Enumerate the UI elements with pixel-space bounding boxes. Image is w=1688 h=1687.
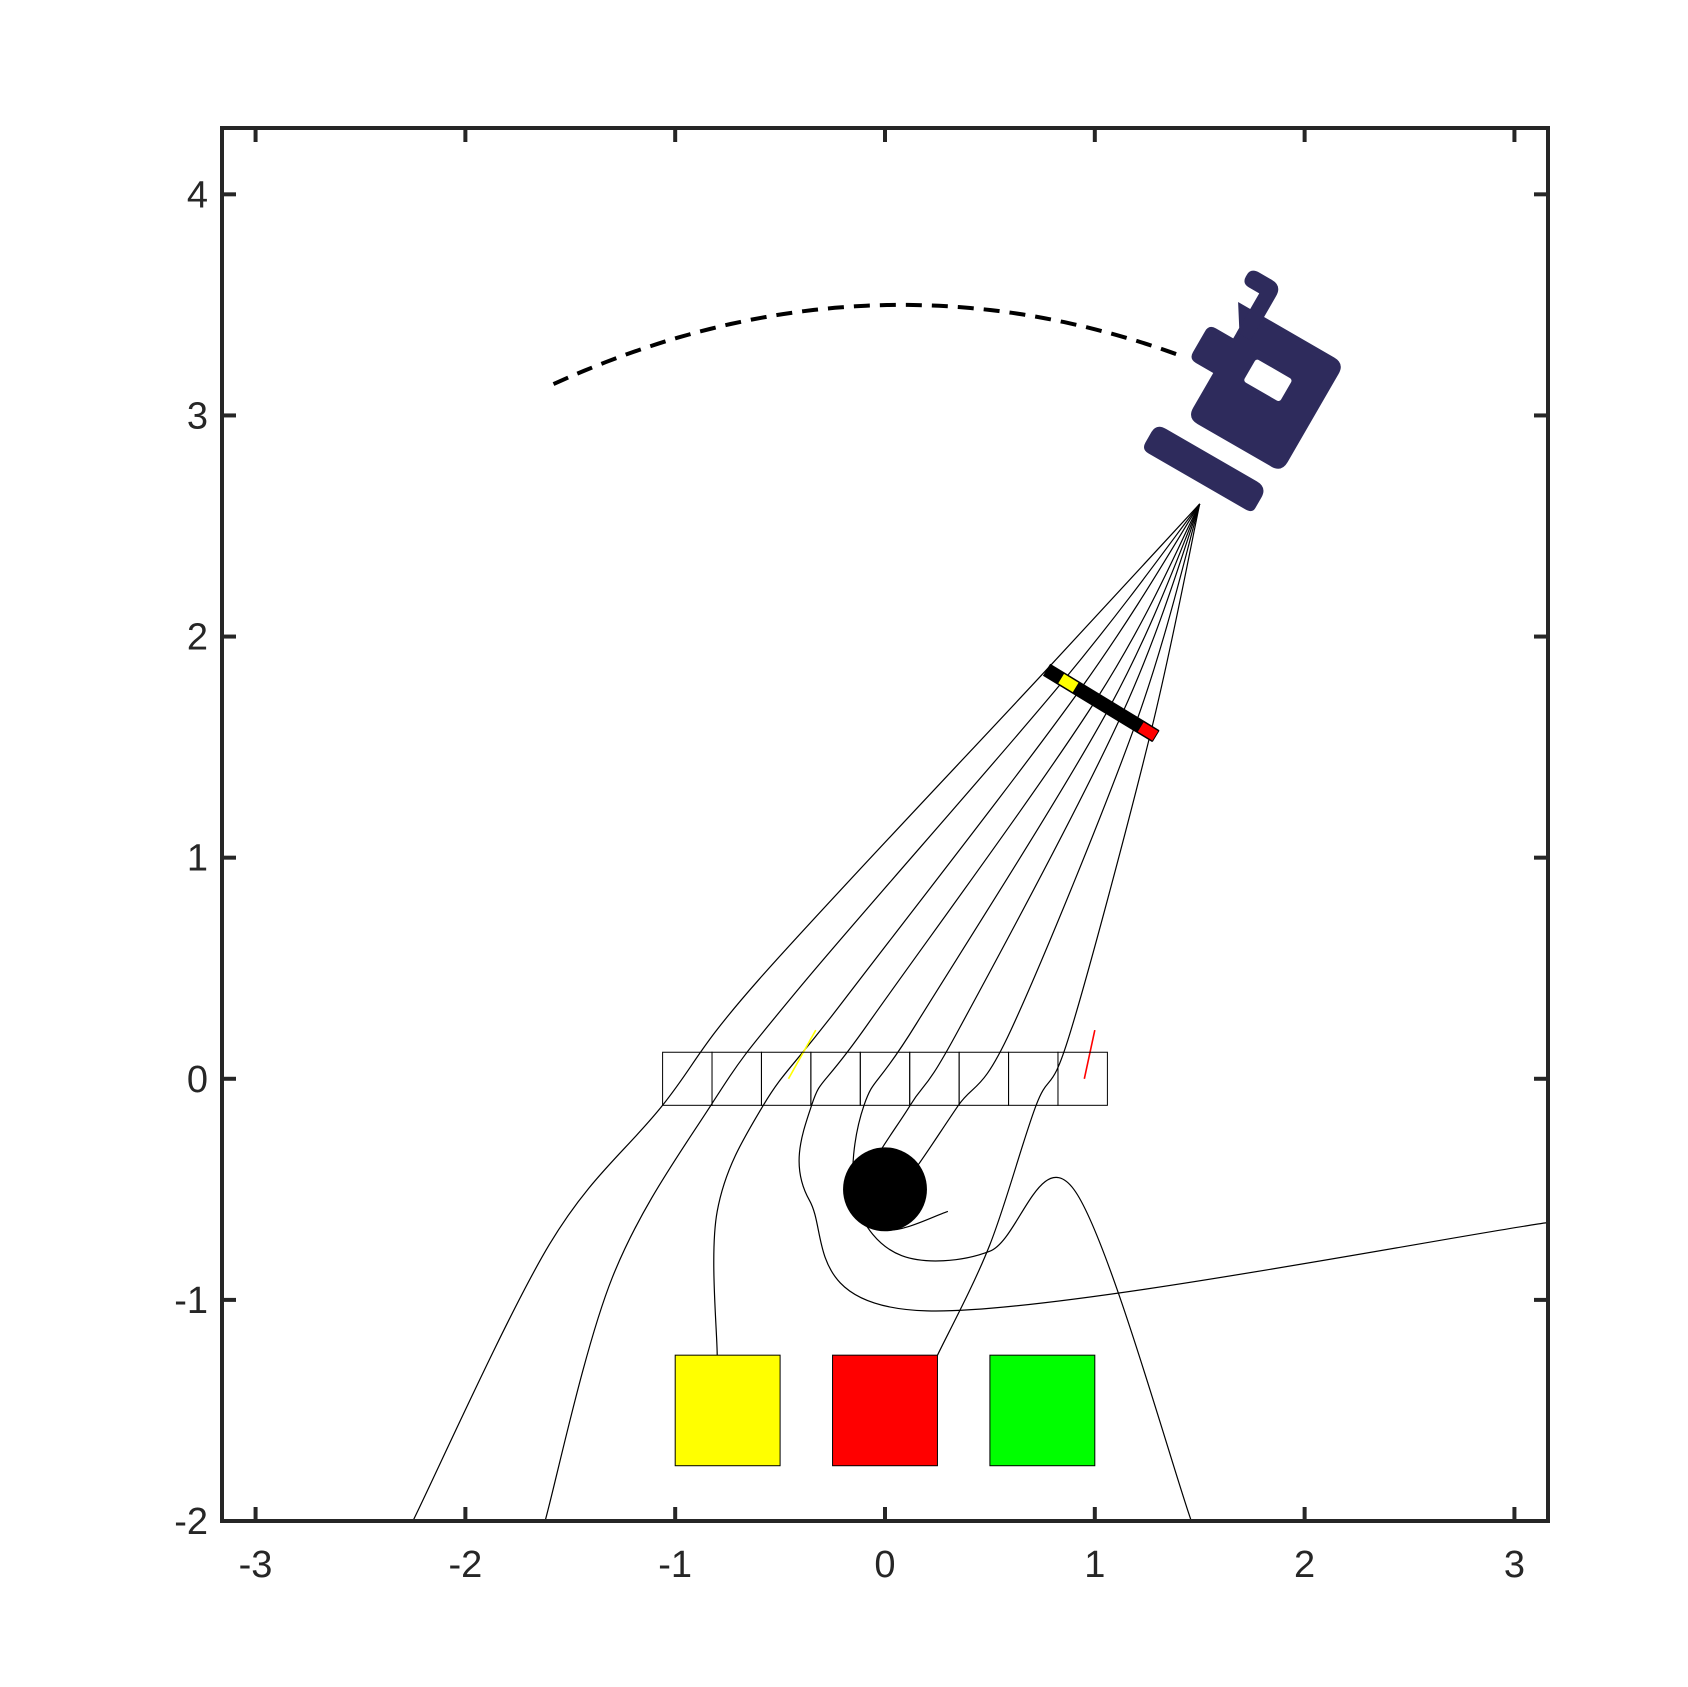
- ray-highlights: [787, 1029, 1096, 1080]
- lens-grid-cell: [1008, 1051, 1059, 1106]
- x-tick-label: 1: [1084, 1544, 1105, 1586]
- x-tick-label: -2: [448, 1544, 482, 1586]
- red-square: [832, 1354, 938, 1467]
- lens-grid-cell: [958, 1051, 1010, 1106]
- lens-grid-cell: [859, 1051, 911, 1106]
- y-tick-label: -1: [174, 1280, 208, 1322]
- light-ray-3: [713, 503, 1201, 1356]
- lens-grid-cell: [810, 1051, 861, 1106]
- black-hole: [843, 1147, 927, 1232]
- source-squares: [674, 1354, 1096, 1467]
- camera-trajectory-dashed-arc: [552, 302, 1180, 386]
- detector-pixel-marker: [1136, 720, 1160, 742]
- light-ray-8: [936, 503, 1201, 1356]
- lens-grid-cell: [711, 1051, 762, 1106]
- lens-grid-cell: [1057, 1051, 1108, 1106]
- camera-base: [1143, 426, 1264, 512]
- y-tick-labels: -2 -1 0 1 2 3 4: [174, 174, 208, 1543]
- red-ray-highlight: [1083, 1029, 1096, 1079]
- x-tick-label: -3: [239, 1544, 273, 1586]
- x-tick-label: 2: [1294, 1544, 1315, 1586]
- lens-grid-cell: [909, 1051, 960, 1106]
- axes-frame: [220, 126, 1550, 1523]
- camera-top-tab: [1236, 270, 1279, 341]
- detector-pixel-marker: [1056, 672, 1080, 694]
- lens-grid-cell: [760, 1051, 812, 1106]
- x-tick-label: 0: [874, 1544, 895, 1586]
- camera-icon: [1143, 270, 1341, 512]
- y-tick-label: 2: [187, 617, 208, 659]
- y-tick-label: 4: [187, 174, 208, 216]
- y-tick-label: 0: [187, 1059, 208, 1101]
- camera-window: [1244, 359, 1292, 402]
- lens-grid-cell: [662, 1051, 713, 1106]
- light-ray-2: [544, 503, 1201, 1521]
- x-tick-label: -1: [658, 1544, 692, 1586]
- y-tick-label: -2: [174, 1501, 208, 1543]
- x-tick-label: 3: [1504, 1544, 1525, 1586]
- lens-grid: [662, 1051, 1108, 1106]
- x-tick-labels: -3 -2 -1 0 1 2 3: [239, 1544, 1525, 1586]
- y-tick-label: 1: [187, 838, 208, 880]
- detector-strip: [1042, 663, 1160, 743]
- light-ray-4: [798, 503, 1548, 1312]
- y-tick-label: 3: [187, 395, 208, 437]
- green-square: [989, 1354, 1096, 1467]
- light-ray-1: [412, 503, 1201, 1521]
- yellow-ray-highlight: [787, 1029, 817, 1080]
- light-ray-7: [884, 503, 1201, 1208]
- yellow-square: [674, 1354, 781, 1467]
